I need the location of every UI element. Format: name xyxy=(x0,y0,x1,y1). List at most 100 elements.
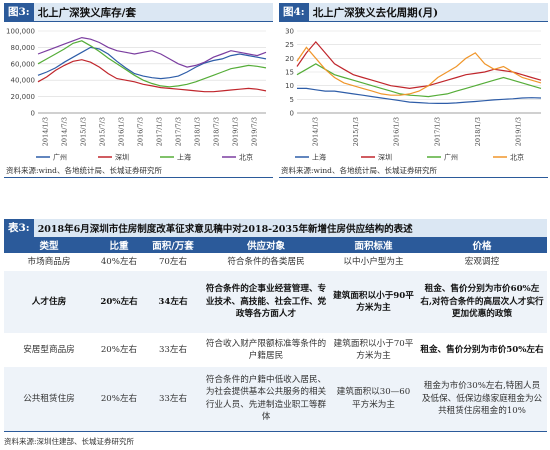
y-tick-label: 30 xyxy=(285,28,294,36)
cell-target: 符合条件的户籍中低收入居民、为社会提供基本公共服务的相关行业人员、先进制造业职工… xyxy=(202,367,330,432)
figure-source: 资料来源:wind、各地统计局、长城证券研究所 xyxy=(281,166,437,175)
cell-type: 市场商品房 xyxy=(27,256,71,267)
x-tick-label: 2015/1/3 xyxy=(352,117,360,146)
figure-title: 北上广深狭义库存/套 xyxy=(37,6,137,19)
table-source: 资料来源:深圳住建部、长城证券研究所 xyxy=(4,437,135,446)
x-tick-label: 2019/7/3 xyxy=(251,117,259,146)
cell-target: 符合条件的各类居民 xyxy=(227,256,305,267)
x-tick-label: 2018/1/3 xyxy=(474,117,482,146)
cell-type: 人才住房 xyxy=(4,271,94,333)
y-tick-label: 5 xyxy=(290,96,294,104)
y-tick-label: 20,000 xyxy=(11,93,36,101)
series-line-3 xyxy=(296,46,542,96)
cell-ratio: 20%左右 xyxy=(94,367,144,432)
y-tick-label: 40,000 xyxy=(11,77,36,85)
x-tick-label: 2014/7/3 xyxy=(61,117,69,146)
col-header-area: 面积标准 xyxy=(330,237,417,253)
x-tick-label: 2015/1/3 xyxy=(80,117,88,146)
cell-price: 租金、售价分别为市价50%左右 xyxy=(420,344,544,355)
cell-area: 建筑面积以小于70平方米为主 xyxy=(333,338,414,361)
legend-label: 北京 xyxy=(510,153,524,162)
col-header-units: 面积/万套 xyxy=(144,237,202,253)
cell-units: 34左右 xyxy=(144,271,202,333)
table-row: 公共租赁住房 20%左右 33左右 符合条件的户籍中低收入居民、为社会提供基本公… xyxy=(4,367,547,432)
x-tick-label: 2018/1/3 xyxy=(194,117,202,146)
y-tick-label: 60,000 xyxy=(11,60,36,68)
cell-area: 建筑面积以小于90平方米为主 xyxy=(330,271,417,333)
series-line-0 xyxy=(37,46,267,80)
series-line-1 xyxy=(37,59,267,93)
table-header-bar: 表3: 2018年6月深圳市住房制度改革征求意见稿中对2018-2035年新增住… xyxy=(4,219,547,237)
x-tick-label: 2017/1/3 xyxy=(156,117,164,146)
table-row: 人才住房 20%左右 34左右 符合条件的企事业经营管理、专业技术、高技能、社会… xyxy=(4,271,547,333)
series-line-0 xyxy=(297,87,542,105)
y-tick-label: 100,000 xyxy=(6,28,35,36)
figure-divider xyxy=(279,177,548,178)
x-tick-label: 2014/1/3 xyxy=(42,117,50,146)
cell-target: 符合收入财产限额标准等条件的户籍居民 xyxy=(205,338,327,361)
cell-target: 符合条件的企事业经营管理、专业技术、高技能、社会工作、党政等各方面人才 xyxy=(202,271,330,333)
legend-label: 广州 xyxy=(444,153,458,162)
figure-source: 资料来源:wind、各地统计局、长城证券研究所 xyxy=(6,166,162,175)
cell-units: 33左右 xyxy=(144,367,202,432)
cell-price: 宏观调控 xyxy=(464,256,500,267)
figure-header: 图3: 北上广深狭义库存/套 xyxy=(4,2,273,22)
y-tick-label: 0 xyxy=(31,110,35,118)
x-tick-label: 2018/7/3 xyxy=(213,117,221,146)
x-tick-label: 2016/1/3 xyxy=(393,117,401,146)
cell-ratio: 40%左右 xyxy=(100,256,138,267)
supply-structure-table: 类型 比重 面积/万套 供应对象 面积标准 价格 市场商品房 40%左右 70左… xyxy=(4,237,547,432)
y-tick-label: 0 xyxy=(290,110,294,118)
series-line-3 xyxy=(37,36,267,68)
x-tick-label: 2017/7/3 xyxy=(175,117,183,146)
figure-title: 北上广深狭义去化周期(月) xyxy=(312,6,439,19)
x-tick-label: 2019/1/3 xyxy=(515,117,523,146)
table-tag: 表3: xyxy=(4,219,34,237)
legend-label: 广州 xyxy=(53,153,67,162)
cell-type: 安居型商品房 xyxy=(23,344,75,355)
col-header-type: 类型 xyxy=(4,237,94,253)
series-line-2 xyxy=(37,40,267,88)
cell-units: 70左右 xyxy=(158,256,188,267)
cell-price: 租金、售价分别为市价60%左右,对符合条件的高层次人才实行更加优惠的政策 xyxy=(417,271,547,333)
table-title: 2018年6月深圳市住房制度改革征求意见稿中对2018-2035年新增住房供应结… xyxy=(37,224,413,235)
x-tick-label: 2019/1/3 xyxy=(232,117,240,146)
figure-tag: 图4: xyxy=(279,2,309,22)
legend-label: 北京 xyxy=(239,153,253,162)
legend-label: 深圳 xyxy=(115,153,129,162)
x-tick-label: 2016/7/3 xyxy=(137,117,145,146)
cell-ratio: 20%左右 xyxy=(94,271,144,333)
figure-tag: 图3: xyxy=(4,2,34,22)
figure-inventory: 图3: 北上广深狭义库存/套 100,000 80,000 60,000 40,000… xyxy=(4,2,273,178)
y-tick-label: 25 xyxy=(285,41,294,49)
col-header-ratio: 比重 xyxy=(94,237,144,253)
cell-area: 建筑面积以30—60平方米为主 xyxy=(330,367,417,432)
legend-label: 上海 xyxy=(312,153,326,162)
col-header-target: 供应对象 xyxy=(202,237,330,253)
figure-divider xyxy=(4,177,273,178)
legend-label: 上海 xyxy=(177,153,191,162)
table-header-row: 类型 比重 面积/万套 供应对象 面积标准 价格 xyxy=(4,237,547,253)
destocking-line-chart: 30 25 20 15 10 5 0 2014/1/3 2015/1/3 2016/1/3 2017… xyxy=(285,28,542,162)
col-header-price: 价格 xyxy=(417,237,547,253)
legend-label: 深圳 xyxy=(378,153,392,162)
x-tick-label: 2016/1/3 xyxy=(118,117,126,146)
x-tick-label: 2014/1/3 xyxy=(311,117,319,146)
x-tick-label: 2017/1/3 xyxy=(433,117,441,146)
cell-units: 33左右 xyxy=(158,344,188,355)
table-row: 安居型商品房 20%左右 33左右 符合收入财产限额标准等条件的户籍居民 建筑面… xyxy=(4,333,547,367)
y-tick-label: 20 xyxy=(285,55,294,63)
inventory-line-chart: 100,000 80,000 60,000 40,000 20,000 0 2014/1/3… xyxy=(6,28,267,162)
figure-destocking-cycle: 图4: 北上广深狭义去化周期(月) 30 25 20 15 10 5 0 2014/1/3 20… xyxy=(279,2,548,178)
figure-header: 图4: 北上广深狭义去化周期(月) xyxy=(279,2,548,22)
series-line-2 xyxy=(296,63,542,98)
cell-type: 公共租赁住房 xyxy=(4,367,94,432)
y-tick-label: 80,000 xyxy=(11,44,36,52)
y-tick-label: 15 xyxy=(285,69,294,77)
cell-price: 租金为市价30%左右,特困人员及低保、低保边缘家庭租金为公共租赁住房租金的10% xyxy=(417,367,547,432)
y-tick-label: 10 xyxy=(285,82,294,90)
supply-structure-table-section: 表3: 2018年6月深圳市住房制度改革征求意见稿中对2018-2035年新增住… xyxy=(4,219,547,432)
cell-ratio: 20%左右 xyxy=(100,344,138,355)
table-row: 市场商品房 40%左右 70左右 符合条件的各类居民 以中小户型为主 宏观调控 xyxy=(4,253,547,271)
series-line-1 xyxy=(296,40,542,90)
